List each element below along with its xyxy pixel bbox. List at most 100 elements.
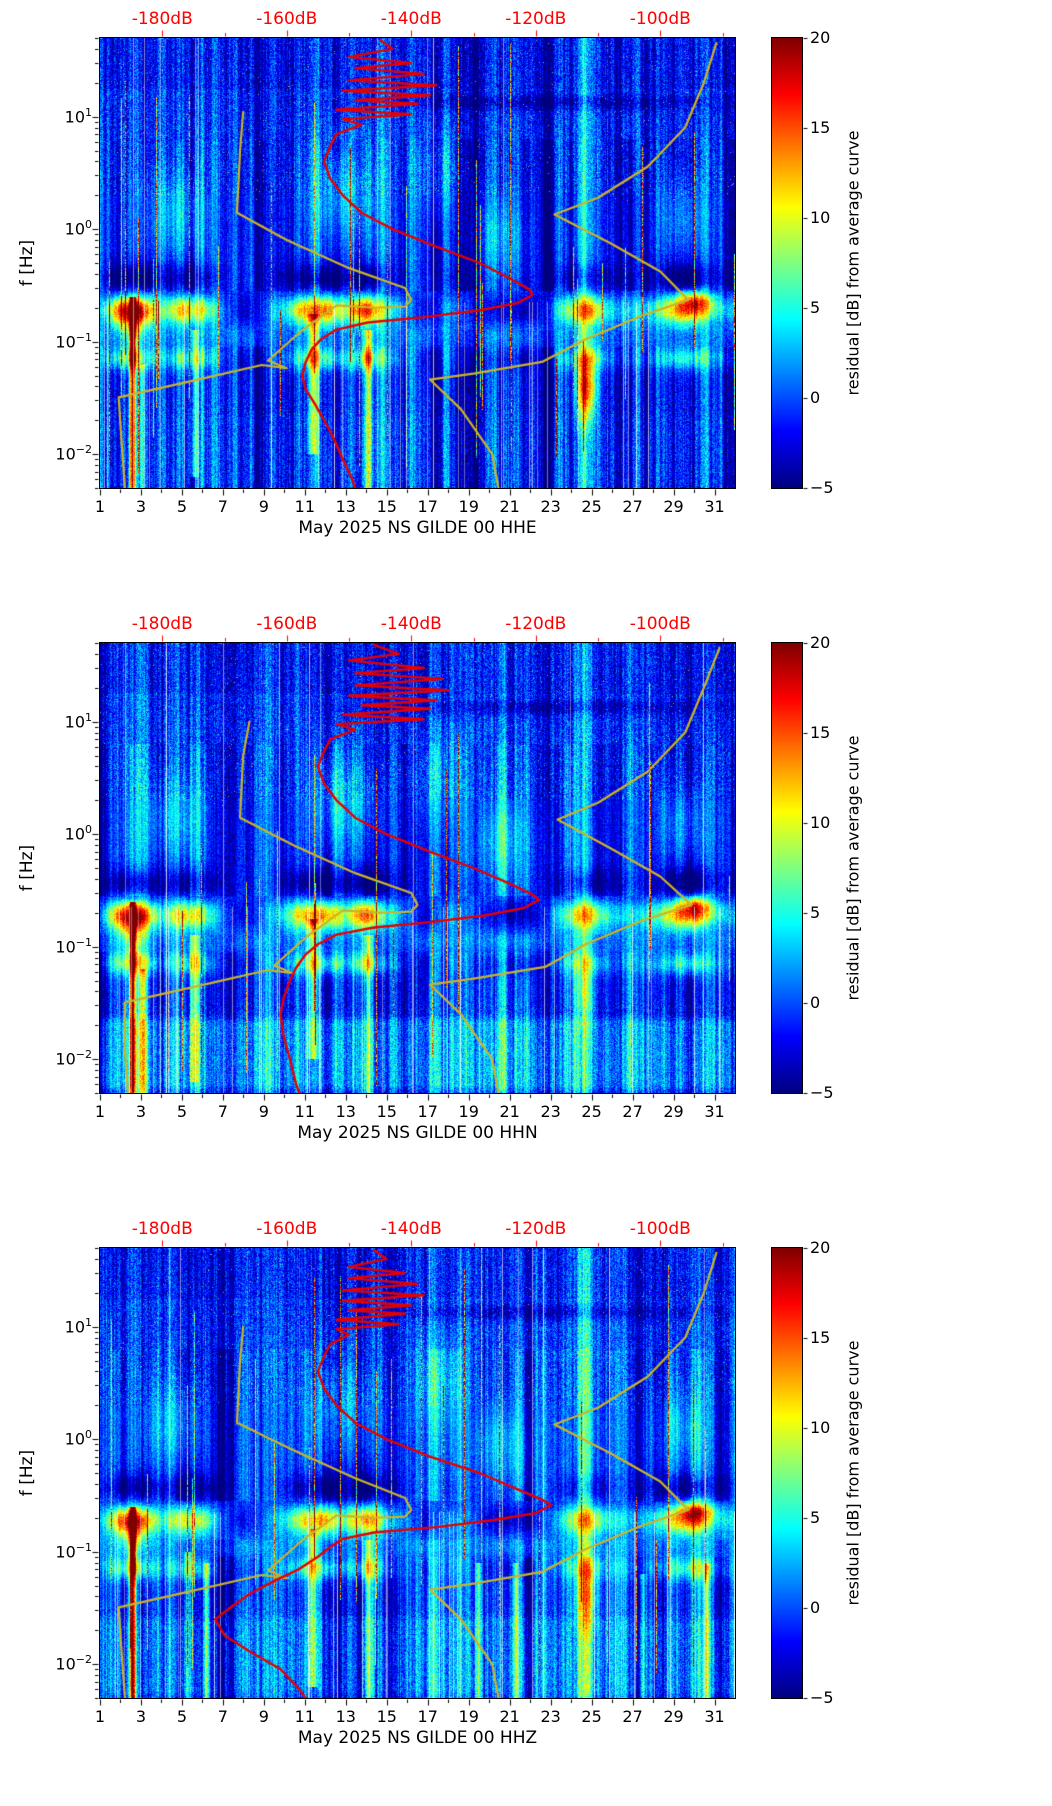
y-tick-label: 101 xyxy=(64,105,92,127)
colorbar-tick-label: 10 xyxy=(810,1417,831,1437)
x-tick-label: 21 xyxy=(499,497,520,516)
spectrogram-heatmap xyxy=(99,642,736,1094)
y-axis-label: f [Hz] xyxy=(17,239,37,287)
colorbar-tick-label: 0 xyxy=(810,992,821,1012)
x-tick-label: 1 xyxy=(94,1707,106,1726)
y-axis-label: f [Hz] xyxy=(17,844,37,892)
x-tick-label: 29 xyxy=(663,1102,684,1121)
top-db-tick-label: -100dB xyxy=(629,9,691,29)
x-tick-label: 21 xyxy=(499,1707,520,1726)
x-tick-label: 17 xyxy=(417,1707,438,1726)
x-tick-label: 31 xyxy=(704,497,725,516)
x-tick-label: 9 xyxy=(258,497,269,516)
y-tick-label: 100 xyxy=(64,218,92,239)
x-tick-label: 9 xyxy=(258,1707,269,1726)
top-db-tick-label: -180dB xyxy=(131,1219,193,1239)
colorbar-label: residual [dB] from average curve xyxy=(843,130,863,396)
y-tick-label: 10−2 xyxy=(55,1048,92,1069)
colorbar-tick-label: 5 xyxy=(810,297,821,317)
colorbar-tick-label: 5 xyxy=(810,902,821,922)
top-db-tick-label: -180dB xyxy=(131,9,193,29)
spectrogram-heatmap xyxy=(99,1247,736,1699)
x-tick-label: 15 xyxy=(376,1102,397,1121)
y-tick-label: 10−2 xyxy=(55,443,92,464)
x-tick-label: 29 xyxy=(663,1707,684,1726)
top-db-tick-label: -120dB xyxy=(505,1219,567,1239)
x-tick-label: 1 xyxy=(94,1102,106,1121)
x-tick-label: 23 xyxy=(540,1707,561,1726)
colorbar-tick-label: 10 xyxy=(810,812,831,832)
top-db-tick-label: -100dB xyxy=(629,1219,691,1239)
colorbar-gradient xyxy=(771,37,803,489)
x-tick-label: 7 xyxy=(217,497,228,516)
top-db-tick-label: -140dB xyxy=(380,1219,442,1239)
x-tick-label: 13 xyxy=(335,1102,356,1121)
x-tick-label: 23 xyxy=(540,1102,561,1121)
x-axis-title: May 2025 NS GILDE 00 HHN xyxy=(297,1123,538,1143)
x-tick-label: 5 xyxy=(176,1102,188,1121)
colorbar-tick-label: 15 xyxy=(810,722,831,742)
x-tick-label: 25 xyxy=(581,1707,602,1726)
x-tick-label: 3 xyxy=(135,1102,147,1121)
x-tick-label: 29 xyxy=(663,497,684,516)
y-tick-label: 100 xyxy=(64,1428,92,1449)
x-tick-label: 27 xyxy=(622,1102,643,1121)
x-tick-label: 23 xyxy=(540,497,561,516)
colorbar-tick-label: 20 xyxy=(810,632,831,652)
figure-hhz: f [Hz] residual [dB] from average curve … xyxy=(0,1210,1052,1806)
x-tick-label: 17 xyxy=(417,1102,438,1121)
y-tick-label: 10−1 xyxy=(55,330,92,352)
x-tick-label: 17 xyxy=(417,497,438,516)
x-axis-title: May 2025 NS GILDE 00 HHE xyxy=(298,518,537,538)
y-tick-label: 10−2 xyxy=(55,1653,92,1674)
colorbar-tick-label: 20 xyxy=(810,1237,831,1257)
colorbar-tick-label: 15 xyxy=(810,117,831,137)
x-tick-label: 13 xyxy=(335,497,356,516)
colorbar-tick-label: −5 xyxy=(810,1082,834,1102)
x-tick-label: 25 xyxy=(581,497,602,516)
x-tick-label: 31 xyxy=(704,1102,725,1121)
y-tick-label: 10−1 xyxy=(55,935,92,957)
top-db-tick-label: -120dB xyxy=(505,9,567,29)
x-tick-label: 9 xyxy=(258,1102,269,1121)
y-tick-label: 10−1 xyxy=(55,1540,92,1562)
top-db-tick-label: -120dB xyxy=(505,614,567,634)
colorbar-gradient xyxy=(771,642,803,1094)
top-db-tick-label: -180dB xyxy=(131,614,193,634)
y-axis-label: f [Hz] xyxy=(17,1449,37,1497)
colorbar-tick-label: 20 xyxy=(810,27,831,47)
figure-hhe: f [Hz] residual [dB] from average curve … xyxy=(0,0,1052,600)
x-tick-label: 1 xyxy=(94,497,106,516)
colorbar-gradient xyxy=(771,1247,803,1699)
colorbar-tick-label: 5 xyxy=(810,1507,821,1527)
x-tick-label: 19 xyxy=(458,1102,479,1121)
colorbar-tick-label: −5 xyxy=(810,1687,834,1707)
y-tick-label: 101 xyxy=(64,1315,92,1337)
top-db-tick-label: -160dB xyxy=(256,614,318,634)
top-db-tick-label: -160dB xyxy=(256,9,318,29)
colorbar-tick-label: −5 xyxy=(810,477,834,497)
x-tick-label: 7 xyxy=(217,1707,228,1726)
colorbar-tick-label: 15 xyxy=(810,1327,831,1347)
x-tick-label: 11 xyxy=(294,1707,316,1726)
top-db-tick-label: -140dB xyxy=(380,614,442,634)
top-db-tick-label: -160dB xyxy=(256,1219,318,1239)
x-tick-label: 3 xyxy=(135,497,147,516)
figure-hhn: f [Hz] residual [dB] from average curve … xyxy=(0,605,1052,1205)
x-tick-label: 13 xyxy=(335,1707,356,1726)
colorbar-tick-label: 10 xyxy=(810,207,831,227)
colorbar-label: residual [dB] from average curve xyxy=(843,735,863,1001)
spectrogram-heatmap xyxy=(99,37,736,489)
x-tick-label: 19 xyxy=(458,497,479,516)
x-tick-label: 7 xyxy=(217,1102,228,1121)
x-tick-label: 11 xyxy=(294,1102,316,1121)
x-tick-label: 27 xyxy=(622,1707,643,1726)
y-tick-label: 100 xyxy=(64,823,92,844)
x-tick-label: 21 xyxy=(499,1102,520,1121)
x-tick-label: 11 xyxy=(294,497,316,516)
top-db-tick-label: -140dB xyxy=(380,9,442,29)
y-tick-label: 101 xyxy=(64,710,92,732)
x-tick-label: 15 xyxy=(376,497,397,516)
x-tick-label: 27 xyxy=(622,497,643,516)
x-tick-label: 31 xyxy=(704,1707,725,1726)
